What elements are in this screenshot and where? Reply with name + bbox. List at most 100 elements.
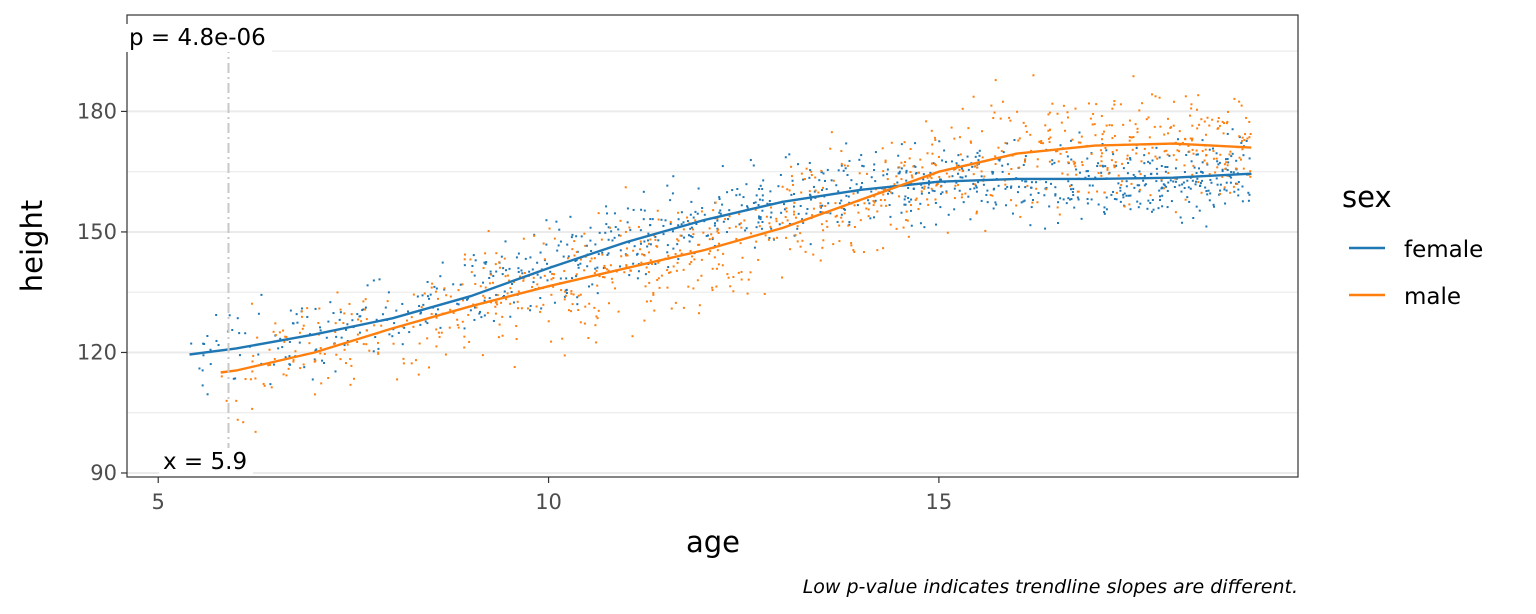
scatter-point	[1100, 115, 1103, 118]
scatter-point	[928, 180, 931, 183]
scatter-point	[626, 207, 629, 210]
scatter-point	[789, 248, 792, 251]
scatter-point	[973, 165, 976, 168]
scatter-point	[905, 171, 908, 174]
scatter-point	[500, 301, 503, 304]
scatter-point	[1040, 140, 1043, 143]
scatter-point	[426, 322, 429, 325]
scatter-point	[607, 252, 610, 255]
scatter-point	[721, 203, 724, 206]
scatter-point	[666, 184, 669, 187]
scatter-point	[668, 271, 671, 274]
scatter-point	[1070, 198, 1073, 201]
scatter-point	[1074, 165, 1077, 168]
scatter-point	[1071, 190, 1074, 193]
scatter-point	[1234, 167, 1237, 170]
scatter-point	[711, 236, 714, 239]
scatter-point	[1070, 184, 1073, 187]
scatter-point	[283, 340, 286, 343]
scatter-point	[594, 243, 597, 246]
scatter-point	[520, 307, 523, 310]
scatter-point	[617, 310, 620, 313]
scatter-point	[619, 219, 622, 222]
scatter-point	[344, 328, 347, 331]
scatter-point	[593, 257, 596, 260]
scatter-point	[420, 306, 423, 309]
scatter-point	[1185, 154, 1188, 157]
scatter-point	[950, 160, 953, 163]
scatter-point	[1069, 188, 1072, 191]
scatter-point	[677, 224, 680, 227]
scatter-point	[497, 336, 500, 339]
scatter-point	[649, 218, 652, 221]
scatter-point	[548, 227, 551, 230]
scatter-point	[801, 239, 804, 242]
scatter-point	[931, 143, 934, 146]
scatter-point	[812, 207, 815, 210]
scatter-point	[1136, 131, 1139, 134]
scatter-point	[490, 273, 493, 276]
scatter-point	[822, 186, 825, 189]
scatter-point	[509, 302, 512, 305]
scatter-point	[935, 183, 938, 186]
scatter-point	[1111, 107, 1114, 110]
scatter-point	[867, 215, 870, 218]
scatter-point	[1080, 135, 1083, 138]
scatter-point	[758, 198, 761, 201]
scatter-point	[1162, 183, 1165, 186]
scatter-point	[1114, 161, 1117, 164]
scatter-point	[546, 279, 549, 282]
scatter-point	[590, 249, 593, 252]
scatter-point	[951, 175, 954, 178]
scatter-point	[483, 261, 486, 264]
scatter-point	[859, 187, 862, 190]
scatter-point	[739, 242, 742, 245]
scatter-point	[1071, 138, 1074, 141]
scatter-point	[785, 207, 788, 210]
scatter-point	[884, 161, 887, 164]
scatter-point	[1104, 165, 1107, 168]
scatter-point	[1187, 144, 1190, 147]
scatter-point	[498, 323, 501, 326]
scatter-point	[449, 295, 452, 298]
scatter-point	[1225, 122, 1228, 125]
scatter-point	[1163, 187, 1166, 190]
scatter-point	[929, 175, 932, 178]
scatter-point	[509, 287, 512, 290]
trend-line-female	[189, 172, 1252, 356]
scatter-point	[1047, 113, 1050, 116]
scatter-point	[852, 249, 855, 252]
scatter-point	[847, 195, 850, 198]
scatter-point	[613, 212, 616, 215]
scatter-point	[867, 208, 870, 211]
scatter-point	[277, 347, 280, 350]
scatter-point	[1097, 203, 1100, 206]
scatter-point	[300, 310, 303, 313]
scatter-point	[886, 173, 889, 176]
scatter-point	[577, 294, 580, 297]
scatter-point	[1103, 212, 1106, 215]
scatter-point	[314, 349, 317, 352]
scatter-point	[867, 199, 870, 202]
scatter-point	[1226, 132, 1229, 135]
scatter-point	[977, 159, 980, 162]
scatter-point	[761, 221, 764, 224]
scatter-point	[712, 209, 715, 212]
scatter-point	[553, 301, 556, 304]
scatter-point	[716, 217, 719, 220]
scatter-point	[1216, 127, 1219, 130]
scatter-point	[372, 279, 375, 282]
scatter-point	[976, 166, 979, 169]
scatter-point	[583, 269, 586, 272]
scatter-point	[1209, 178, 1212, 181]
scatter-point	[1165, 185, 1168, 188]
scatter-point	[1113, 197, 1116, 200]
scatter-point	[1229, 181, 1232, 184]
scatter-point	[921, 186, 924, 189]
scatter-point	[1076, 196, 1079, 199]
scatter-point	[984, 229, 987, 232]
scatter-point	[629, 269, 632, 272]
scatter-point	[492, 319, 495, 322]
scatter-point	[202, 342, 205, 345]
scatter-point	[745, 183, 748, 186]
